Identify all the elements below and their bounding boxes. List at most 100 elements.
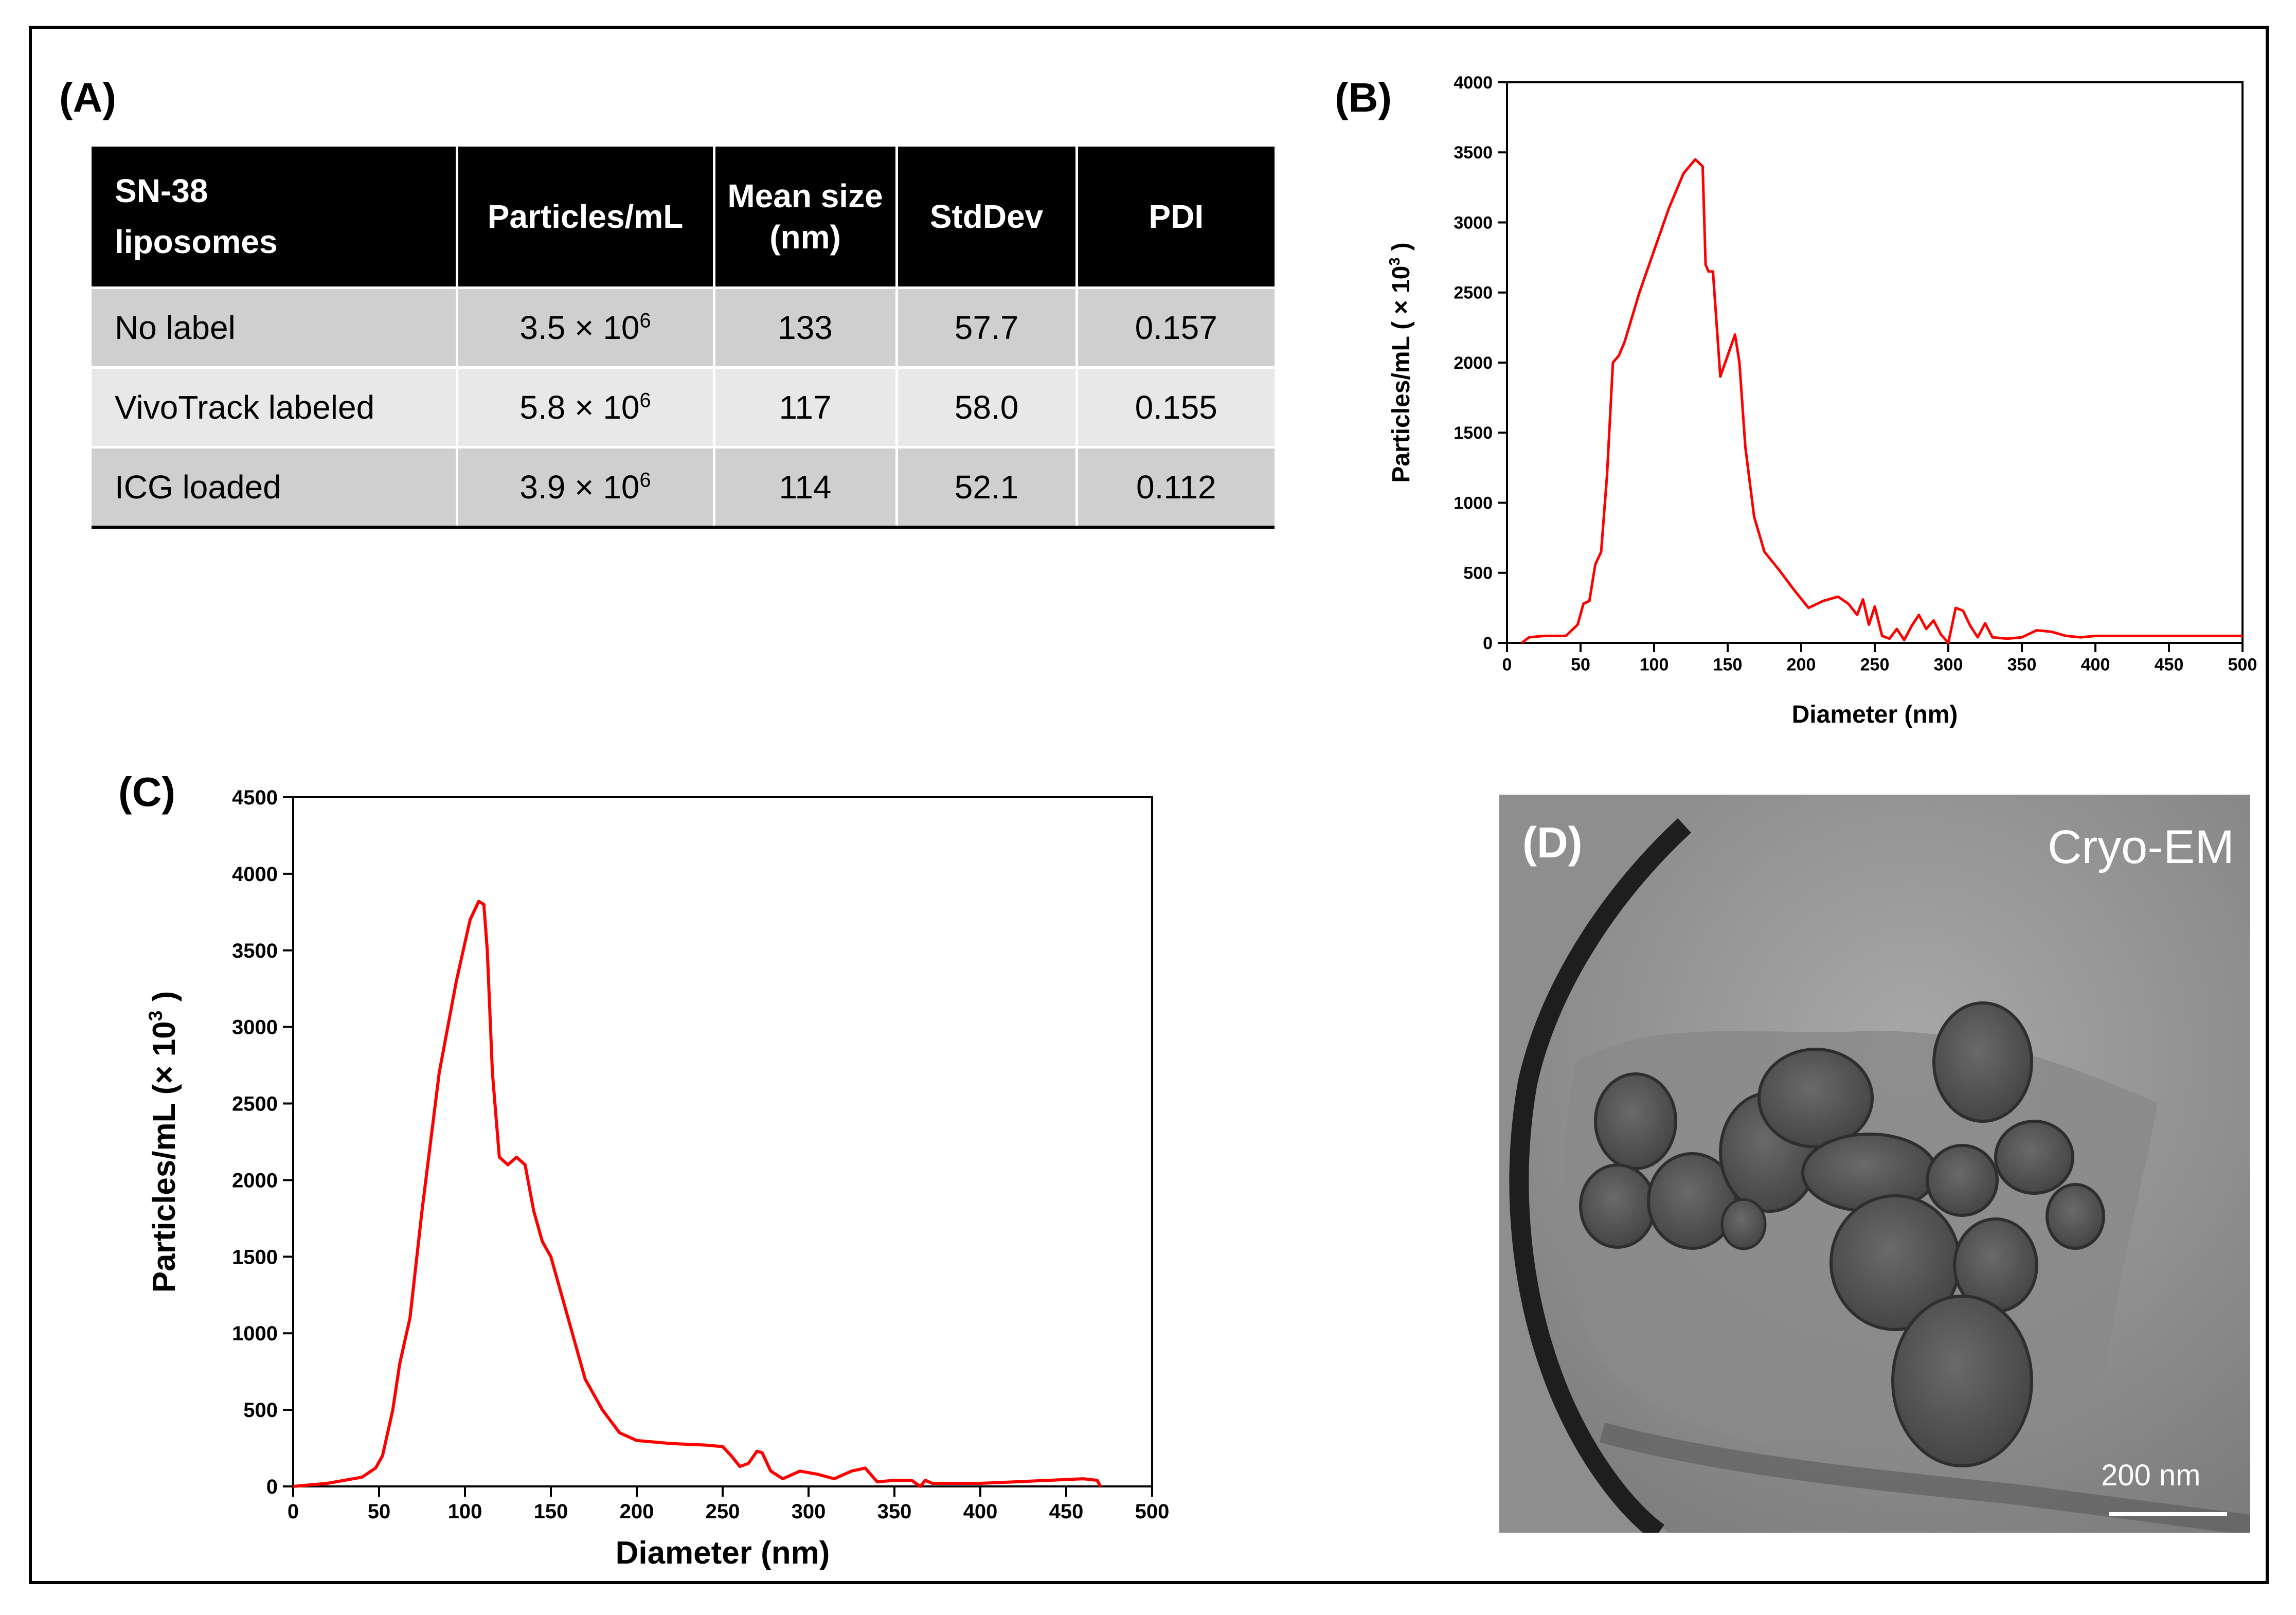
y-tick-label: 3500: [232, 940, 278, 962]
particles-base: 5.8 × 10: [519, 389, 640, 426]
cell-stddev: 57.7: [895, 286, 1077, 368]
y-axis-label: Particles/mL ( × 103 ): [1389, 242, 1415, 482]
cell-stddev: 58.0: [895, 366, 1077, 447]
y-tick-label: 3000: [1454, 213, 1493, 232]
liposome: [1594, 1072, 1677, 1170]
particles-exponent: 6: [639, 469, 651, 492]
y-tick-label: 4000: [1454, 73, 1493, 93]
panel-label-d: (D): [1522, 818, 1583, 867]
cell-mean-size: 133: [712, 286, 896, 368]
y-tick-label: 1000: [1454, 493, 1493, 513]
series-line: [293, 900, 1102, 1488]
cell-stddev: 52.1: [895, 446, 1077, 527]
x-tick-label: 400: [2081, 655, 2110, 675]
y-axis-label-text: Particles/mL (× 10: [147, 1021, 182, 1293]
y-axis-label-text: Particles/mL ( × 10: [1389, 266, 1415, 483]
x-tick-label: 50: [368, 1500, 391, 1523]
liposome: [1720, 1198, 1767, 1250]
x-tick-label: 300: [1934, 655, 1963, 675]
carbon-grid-edge: [1509, 818, 1691, 1533]
header-sample-text: SN-38 liposomes: [115, 172, 278, 260]
particles-exponent: 6: [639, 309, 651, 332]
cell-particles: 3.5 × 106: [455, 286, 714, 368]
header-mean-size: Mean size (nm): [712, 147, 896, 288]
plot-area-frame: [1506, 81, 2244, 644]
y-tick-label: 2500: [232, 1093, 278, 1116]
y-tick-label: 2500: [1454, 283, 1493, 303]
x-tick-label: 350: [877, 1500, 912, 1523]
table-row: No label 3.5 × 106 133 57.7 0.157: [92, 286, 1275, 368]
y-tick-label: 3000: [232, 1016, 278, 1039]
x-axis-label: Diameter (nm): [1792, 701, 1958, 728]
y-tick-label: 1500: [232, 1246, 278, 1268]
liposome: [1932, 1001, 2033, 1123]
liposome: [1757, 1048, 1874, 1149]
y-tick-label: 4500: [232, 786, 278, 809]
y-tick-label: 2000: [232, 1169, 278, 1192]
cryo-em-title: Cryo-EM: [2048, 821, 2234, 873]
x-tick-label: 450: [1049, 1500, 1084, 1523]
x-tick-label: 300: [792, 1500, 826, 1523]
table-row: ICG loaded 3.9 × 106 114 52.1 0.112: [92, 446, 1275, 527]
cell-mean-size: 117: [712, 366, 896, 447]
cell-pdi: 0.155: [1075, 366, 1275, 447]
y-tick-label: 500: [1463, 564, 1493, 583]
y-tick-label: 3500: [1454, 143, 1493, 163]
x-tick-label: 500: [1135, 1500, 1170, 1523]
y-axis-label-exponent: 3: [145, 1011, 166, 1021]
x-tick-label: 450: [2155, 655, 2184, 675]
x-tick-label: 500: [2228, 655, 2257, 675]
y-axis-label-exponent: 3: [1389, 258, 1403, 266]
liposome: [1994, 1120, 2074, 1195]
liposome: [1579, 1163, 1656, 1249]
plot-area-frame: [292, 796, 1153, 1487]
cell-sample: VivoTrack labeled: [92, 366, 457, 447]
x-tick-label: 200: [620, 1500, 654, 1523]
y-axis-label: Particles/mL (× 103 ): [145, 991, 182, 1293]
header-particles: Particles/mL: [455, 147, 714, 288]
cell-mean-size: 114: [712, 446, 896, 527]
x-axis-label: Diameter (nm): [616, 1535, 830, 1571]
x-tick-label: 0: [1502, 655, 1512, 675]
y-axis-label-end: ): [1389, 242, 1415, 257]
cell-sample: ICG loaded: [92, 446, 457, 527]
x-tick-label: 150: [1713, 655, 1743, 675]
panel-label-c: (C): [118, 769, 176, 815]
chart-b-size-distribution: 0 50 100 150 200 250 300 350 400 450 500 0 500 1000 15…: [1389, 73, 2257, 728]
cell-pdi: 0.112: [1075, 446, 1275, 527]
header-sample: SN-38 liposomes: [92, 147, 457, 288]
x-tick-label: 150: [534, 1500, 568, 1523]
header-stddev: StdDev: [895, 147, 1077, 288]
liposome-size-table: SN-38 liposomes Particles/mL Mean size (…: [92, 147, 1275, 529]
series-line: [1521, 158, 2243, 644]
x-tick-label: 400: [963, 1500, 998, 1523]
y-tick-label: 0: [1483, 634, 1493, 653]
x-tick-label: 100: [1640, 655, 1669, 675]
cryo-em-image: [1499, 795, 2250, 1533]
carbon-grid-film: [1499, 795, 1695, 1533]
x-tick-label: 350: [2007, 655, 2037, 675]
x-tick-label: 0: [288, 1500, 299, 1523]
y-axis-label-end: ): [147, 991, 182, 1011]
scale-bar-label: 200 nm: [2101, 1459, 2201, 1492]
table-row: VivoTrack labeled 5.8 × 106 117 58.0 0.1…: [92, 366, 1275, 447]
cell-pdi: 0.157: [1075, 286, 1275, 368]
particles-base: 3.5 × 10: [519, 309, 640, 346]
y-tick-label: 1000: [232, 1322, 278, 1345]
table-header-row: SN-38 liposomes Particles/mL Mean size (…: [92, 147, 1275, 288]
cell-particles: 5.8 × 106: [455, 366, 714, 447]
x-tick-label: 100: [448, 1500, 482, 1523]
panel-label-b: (B): [1335, 75, 1392, 120]
cell-sample: No label: [92, 286, 457, 368]
x-tick-label: 250: [1860, 655, 1890, 675]
chart-c-size-distribution: 0 50 100 150 200 250 300 350 400 450 500 0 500 1000 15…: [145, 786, 1170, 1571]
x-tick-label: 50: [1571, 655, 1590, 675]
scale-bar: [2109, 1512, 2227, 1516]
y-tick-label: 4000: [232, 863, 278, 886]
liposome: [2046, 1183, 2105, 1250]
y-tick-label: 2000: [1454, 353, 1493, 373]
y-tick-label: 0: [266, 1476, 278, 1498]
liposome: [1926, 1144, 1999, 1217]
cell-particles: 3.9 × 106: [455, 446, 714, 527]
particles-exponent: 6: [639, 389, 651, 412]
